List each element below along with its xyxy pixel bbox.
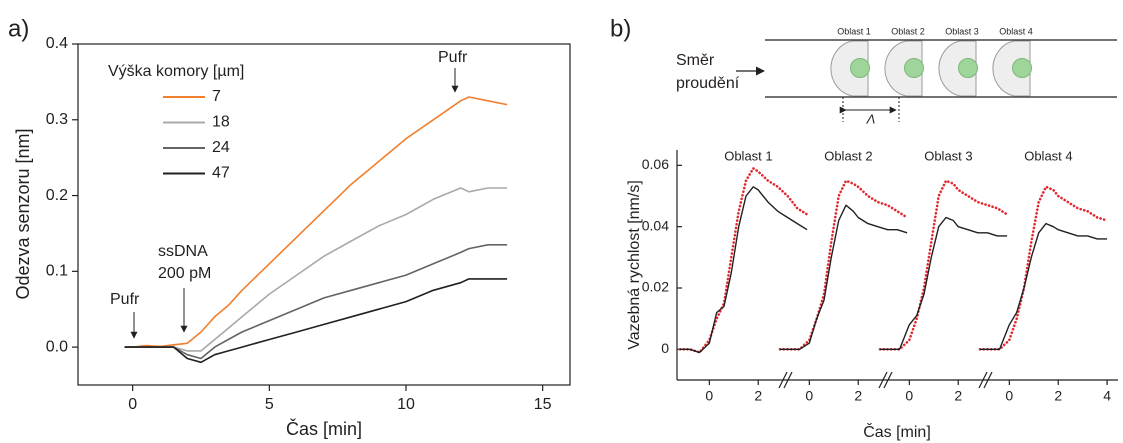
series-line bbox=[978, 185, 1109, 351]
x-tick-label: 0 bbox=[905, 388, 913, 404]
region-wall bbox=[992, 40, 1031, 97]
x-tick-label: 10 bbox=[397, 396, 415, 413]
legend-title: Výška komory [µm] bbox=[108, 63, 244, 80]
x-tick-label: 0 bbox=[805, 388, 813, 404]
legend-label: 47 bbox=[212, 165, 230, 182]
y-tick-label: 0.0 bbox=[46, 338, 68, 355]
y-tick-label: 0.1 bbox=[46, 263, 68, 280]
series-line bbox=[680, 186, 808, 354]
region-wall bbox=[884, 40, 923, 97]
flow-label: Směr bbox=[676, 52, 715, 69]
annotation: Pufr bbox=[110, 291, 140, 308]
region-label: Oblast 1 bbox=[837, 26, 871, 36]
x-tick-label: 5 bbox=[265, 396, 274, 413]
segment-title: Oblast 1 bbox=[724, 148, 772, 163]
y-tick-label: 0 bbox=[661, 340, 669, 356]
y-axis-label: Odezva senzoru [nm] bbox=[13, 128, 33, 299]
y-tick-label: 0.3 bbox=[46, 111, 68, 128]
y-tick-label: 0.2 bbox=[46, 187, 68, 204]
x-tick-label: 2 bbox=[854, 388, 862, 404]
region-spot bbox=[1012, 58, 1032, 78]
x-tick-label: 0 bbox=[128, 396, 137, 413]
y-tick-label: 0.02 bbox=[642, 279, 669, 295]
region-spot bbox=[850, 58, 870, 78]
series-line bbox=[124, 96, 508, 348]
segment-title: Oblast 4 bbox=[1024, 148, 1072, 163]
legend-label: 18 bbox=[212, 114, 230, 131]
panel-label: b) bbox=[610, 15, 631, 42]
segment-title: Oblast 2 bbox=[824, 148, 872, 163]
y-axis-label: Vazebná rychlost [nm/s] bbox=[626, 180, 643, 350]
region-wall bbox=[938, 40, 977, 97]
x-tick-label: 0 bbox=[1005, 388, 1013, 404]
y-tick-label: 0.04 bbox=[642, 217, 669, 233]
flow-diagram: Směr proudění Oblast 1 Oblast 2 Oblast 3 Ob… bbox=[676, 26, 1117, 126]
y-tick-label: 0.06 bbox=[642, 156, 669, 172]
region-spot bbox=[958, 58, 978, 78]
x-tick-label: 4 bbox=[1103, 388, 1111, 404]
region-label: Oblast 4 bbox=[999, 26, 1033, 36]
annotation: 200 pM bbox=[158, 265, 211, 282]
series-line bbox=[880, 216, 1008, 350]
annotation: ssDNA bbox=[158, 243, 208, 260]
x-axis-label: Čas [min] bbox=[286, 418, 362, 439]
x-tick-label: 2 bbox=[954, 388, 962, 404]
region-spot bbox=[904, 58, 924, 78]
legend-label: 7 bbox=[212, 88, 221, 105]
series-line bbox=[980, 222, 1108, 350]
region-wall bbox=[830, 40, 869, 97]
x-tick-label: 0 bbox=[705, 388, 713, 404]
period-label: Λ bbox=[866, 111, 876, 126]
series-line bbox=[678, 167, 809, 354]
series-line bbox=[878, 179, 1009, 351]
x-tick-label: 15 bbox=[534, 396, 552, 413]
series-line bbox=[780, 204, 908, 350]
y-tick-label: 0.4 bbox=[46, 35, 68, 52]
series-line bbox=[124, 278, 508, 364]
x-tick-label: 2 bbox=[754, 388, 762, 404]
series-line bbox=[778, 179, 909, 351]
panel-label: a) bbox=[8, 15, 29, 42]
flow-label: proudění bbox=[676, 75, 740, 92]
legend-label: 24 bbox=[212, 139, 230, 156]
plot-frame bbox=[77, 43, 571, 386]
x-axis-label: Čas [min] bbox=[863, 422, 931, 441]
region-label: Oblast 3 bbox=[945, 26, 979, 36]
annotation: Pufr bbox=[438, 49, 468, 66]
region-label: Oblast 2 bbox=[891, 26, 925, 36]
segment-title: Oblast 3 bbox=[924, 148, 972, 163]
x-tick-label: 2 bbox=[1054, 388, 1062, 404]
